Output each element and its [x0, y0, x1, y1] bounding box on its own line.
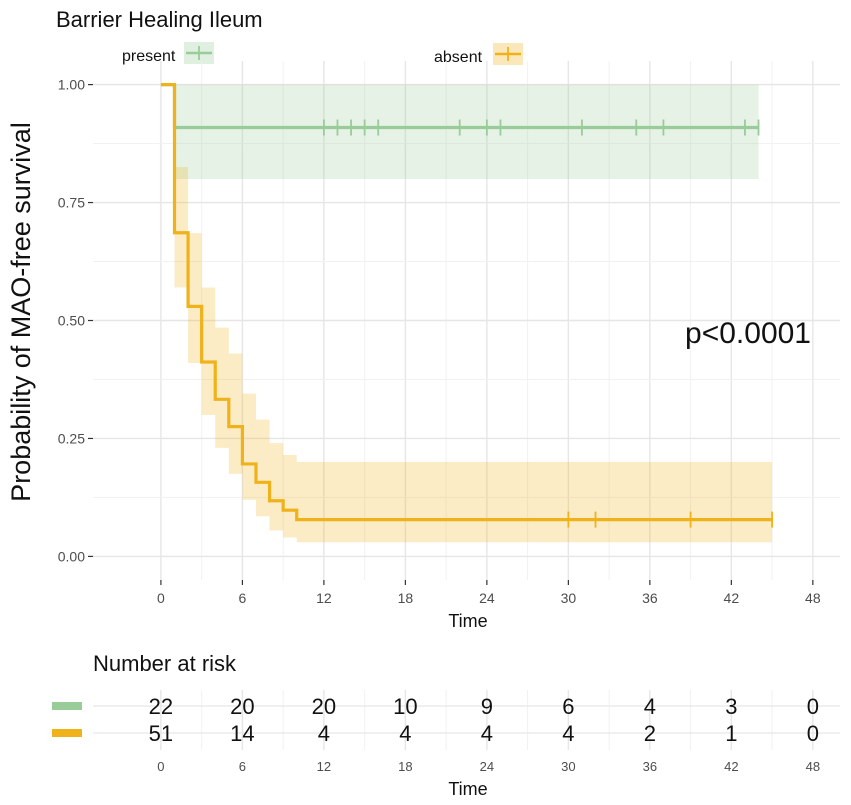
risk-count-present: 20 — [230, 694, 254, 719]
risk-count-present: 0 — [807, 694, 819, 719]
y-tick-label: 0.50 — [58, 313, 85, 329]
risk-count-absent: 51 — [149, 721, 173, 746]
y-axis-ticks: 0.00 0.25 0.50 0.75 1.00 — [58, 77, 93, 564]
legend-label-present: present — [122, 48, 176, 65]
risk-count-absent: 4 — [481, 721, 493, 746]
x-tick-label: 6 — [239, 590, 247, 606]
ci-band-absent — [160, 84, 773, 543]
risk-count-present: 6 — [562, 694, 574, 719]
risk-x-tick-label: 48 — [806, 759, 820, 774]
censor-marks — [322, 119, 773, 528]
legend-key-absent — [493, 43, 523, 65]
legend: present absent — [122, 42, 523, 66]
chart-title: Barrier Healing Ileum — [56, 7, 263, 32]
y-tick-label: 1.00 — [58, 77, 85, 93]
legend-label-absent: absent — [434, 49, 483, 66]
risk-count-present: 3 — [725, 694, 737, 719]
risk-x-tick-label: 24 — [480, 759, 494, 774]
p-value-annotation: p<0.0001 — [685, 317, 811, 350]
y-tick-label: 0.25 — [58, 430, 85, 446]
risk-table-rows: 22 20 20 10 9 6 4 3 051 14 4 4 4 4 2 1 0 — [52, 694, 819, 746]
risk-count-present: 10 — [393, 694, 417, 719]
risk-table-x-label: Time — [448, 779, 487, 799]
risk-x-tick-label: 18 — [398, 759, 412, 774]
risk-x-tick-label: 30 — [561, 759, 575, 774]
x-tick-label: 0 — [157, 590, 165, 606]
risk-table-x-ticks: 0 6 12 18 24 30 36 42 48 — [157, 759, 820, 774]
risk-x-tick-label: 6 — [239, 759, 246, 774]
risk-x-tick-label: 42 — [724, 759, 738, 774]
x-tick-label: 18 — [398, 590, 414, 606]
x-tick-label: 48 — [805, 590, 821, 606]
confidence-bands — [160, 84, 773, 543]
x-tick-label: 42 — [724, 590, 740, 606]
x-tick-label: 12 — [316, 590, 332, 606]
risk-count-absent: 1 — [725, 721, 737, 746]
risk-count-present: 22 — [149, 694, 173, 719]
risk-count-present: 4 — [644, 694, 656, 719]
x-axis-ticks: 0 6 12 18 24 30 36 42 48 — [157, 580, 821, 606]
risk-x-tick-label: 36 — [643, 759, 657, 774]
y-tick-label: 0.75 — [58, 195, 85, 211]
risk-count-absent: 4 — [562, 721, 574, 746]
x-tick-label: 30 — [561, 590, 577, 606]
legend-key-present — [184, 42, 214, 64]
y-tick-label: 0.00 — [58, 548, 85, 564]
risk-count-present: 20 — [312, 694, 336, 719]
curve-absent — [160, 82, 773, 522]
risk-x-tick-label: 0 — [157, 759, 164, 774]
y-axis-label: Probability of MAO-free survival — [6, 122, 36, 502]
x-tick-label: 24 — [479, 590, 495, 606]
plot-grid — [93, 61, 840, 580]
risk-count-absent: 0 — [807, 721, 819, 746]
risk-table-grid — [93, 690, 840, 750]
risk-x-tick-label: 12 — [317, 759, 331, 774]
risk-count-absent: 2 — [644, 721, 656, 746]
x-axis-label: Time — [448, 611, 487, 631]
risk-count-absent: 4 — [318, 721, 330, 746]
risk-table-title: Number at risk — [93, 651, 237, 676]
risk-count-absent: 4 — [399, 721, 411, 746]
risk-count-present: 9 — [481, 694, 493, 719]
x-tick-label: 36 — [642, 590, 658, 606]
survival-curves — [160, 82, 773, 522]
risk-count-absent: 14 — [230, 721, 254, 746]
